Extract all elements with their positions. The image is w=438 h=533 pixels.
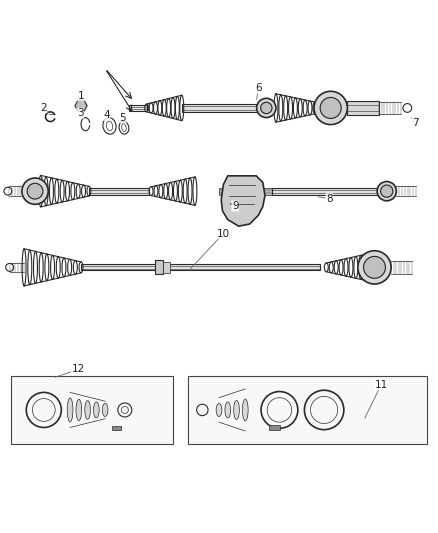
- Text: 10: 10: [217, 229, 230, 239]
- Text: 3: 3: [77, 108, 84, 118]
- Ellipse shape: [85, 401, 90, 419]
- Bar: [272, 188, 381, 195]
- Ellipse shape: [216, 403, 222, 416]
- Circle shape: [22, 178, 48, 204]
- Circle shape: [364, 256, 385, 278]
- Text: 1: 1: [78, 91, 85, 101]
- Bar: [155, 260, 163, 274]
- Bar: [129, 105, 147, 111]
- Text: 12: 12: [71, 365, 85, 374]
- Polygon shape: [75, 100, 87, 111]
- Circle shape: [377, 182, 396, 201]
- Bar: [11, 376, 173, 444]
- Bar: [347, 101, 379, 115]
- Text: 11: 11: [374, 379, 388, 390]
- Circle shape: [261, 102, 272, 114]
- Text: 5: 5: [119, 112, 126, 123]
- Text: 2: 2: [40, 102, 47, 112]
- Bar: [188, 376, 427, 444]
- Circle shape: [257, 98, 276, 118]
- Text: 8: 8: [326, 193, 333, 204]
- Circle shape: [381, 185, 393, 197]
- Text: 9: 9: [232, 201, 239, 211]
- Ellipse shape: [243, 399, 248, 421]
- Text: 4: 4: [103, 110, 110, 120]
- Bar: [219, 188, 272, 195]
- Bar: [112, 426, 121, 430]
- Ellipse shape: [102, 403, 108, 416]
- Text: 7: 7: [412, 118, 419, 128]
- Ellipse shape: [225, 402, 231, 418]
- Bar: [81, 264, 320, 270]
- Ellipse shape: [94, 402, 99, 418]
- Circle shape: [27, 183, 43, 199]
- Ellipse shape: [76, 399, 81, 421]
- Circle shape: [358, 251, 391, 284]
- Bar: [182, 103, 261, 112]
- Polygon shape: [221, 176, 265, 226]
- Ellipse shape: [67, 398, 73, 422]
- Text: 6: 6: [255, 83, 262, 93]
- Bar: [269, 425, 280, 430]
- Circle shape: [314, 91, 347, 125]
- Circle shape: [320, 98, 341, 118]
- Bar: [89, 188, 149, 195]
- Ellipse shape: [234, 400, 239, 419]
- Bar: [163, 262, 170, 273]
